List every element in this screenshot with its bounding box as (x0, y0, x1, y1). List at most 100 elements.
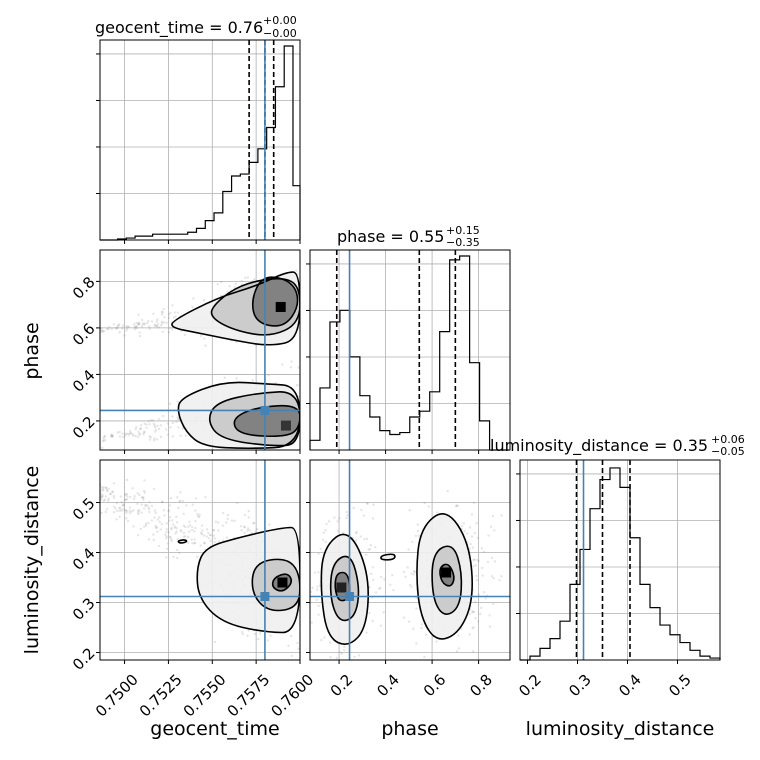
panel-distance-vs-phase-point-163 (371, 566, 374, 569)
panel-phase-vs-geocent-time-border (99, 249, 301, 451)
panel-distance-vs-phase-point-434 (484, 597, 487, 600)
panel-phase-vs-geocent-time-point-30 (169, 311, 172, 315)
panel-phase-vs-geocent-time-point-383 (166, 422, 170, 425)
panel-distance-vs-geocent-time-point-176 (121, 504, 124, 507)
panel-phase-vs-geocent-time-point-8 (191, 305, 194, 309)
panel-distance-vs-phase-point-37 (317, 571, 320, 574)
panel-distance-vs-geocent-time-point-93 (184, 535, 187, 538)
y-tick-label-luminosity-distance-2: 0.4 (69, 544, 99, 574)
panel-phase-vs-geocent-time-point-328 (117, 323, 121, 326)
panel-distance-vs-phase-point-593 (489, 525, 493, 528)
panel-distance-vs-geocent-time-point-21 (147, 507, 151, 511)
panel-distance-vs-geocent-time-point-586 (305, 543, 307, 545)
panel-distance-vs-phase-point-436 (477, 559, 480, 563)
title-geocent-time-main: geocent_time = 0.76 (95, 18, 263, 38)
panel-phase-vs-geocent-time-point-66 (135, 324, 139, 328)
panel-distance-vs-geocent-time-point-142 (157, 516, 161, 519)
panel-distance-vs-geocent-time-point-20 (181, 499, 185, 503)
panel-distance-vs-phase-point-255 (338, 651, 342, 654)
y-tick-label-luminosity-distance-3: 0.5 (69, 494, 99, 524)
x-tick-label-geocent-time-2: 0.7550 (180, 671, 230, 721)
panel-distance-vs-phase-point-549 (471, 627, 474, 630)
panel-distance-vs-geocent-time-point-65 (102, 488, 105, 491)
panel-phase-vs-geocent-time-point-197 (143, 422, 146, 425)
panel-distance-vs-geocent-time-point-243 (209, 539, 212, 542)
x-axis-label-luminosity-distance: luminosity_distance (526, 718, 715, 740)
panel-distance-vs-phase-point-463 (483, 591, 486, 594)
panel-distance-vs-geocent-time-inner (100, 460, 307, 660)
title-phase: phase = 0.55 +0.15 −0.35 (337, 224, 480, 249)
panel-distance-vs-geocent-time-contour-0 (271, 573, 293, 592)
panel-distance-vs-geocent-time-point-247 (144, 504, 147, 507)
x-tick-label-phase-2: 0.6 (420, 671, 450, 701)
panel-distance-vs-phase-point-391 (413, 570, 417, 574)
panel-phase-vs-geocent-time-point-194 (152, 422, 155, 425)
panel-phase-vs-geocent-time-truth-marker (260, 405, 270, 415)
panel-distance-vs-geocent-time-point-255 (128, 509, 132, 513)
title-luminosity-distance: luminosity_distance = 0.35 +0.06 −0.05 (490, 433, 745, 458)
panel-distance-vs-phase-point-95 (336, 529, 340, 533)
panel-distance-vs-geocent-time-point-9 (190, 525, 194, 529)
panel-distance-vs-phase-point-507 (406, 566, 409, 569)
x-tick-label-geocent-time-4: 0.7600 (267, 671, 317, 721)
panel-distance-vs-geocent-time-point-276 (159, 528, 162, 531)
panel-distance-vs-geocent-time-point-55 (125, 478, 129, 482)
panel-phase-vs-geocent-time-point-188 (174, 315, 178, 318)
panel-phase-vs-geocent-time-point-284 (110, 434, 114, 438)
panel-distance-vs-geocent-time-point-211 (178, 551, 181, 555)
panel-distance-vs-geocent-time-point-165 (104, 486, 108, 490)
panel-distance-vs-geocent-time-point-13 (170, 539, 173, 543)
panel-phase-vs-geocent-time-point-275 (114, 326, 117, 330)
panel-distance-vs-geocent-time-point-47 (190, 528, 194, 532)
panel-phase-vs-geocent-time-point-326 (234, 282, 238, 285)
panel-distance-vs-geocent-time-point-184 (142, 525, 146, 528)
panel-distance-vs-geocent-time-point-253 (176, 521, 179, 524)
panel-distance-vs-geocent-time-point-306 (170, 526, 173, 530)
panel-distance-vs-geocent-time-point-112 (160, 500, 164, 504)
panel-distance-vs-phase-point-54 (328, 641, 332, 644)
panel-distance-vs-geocent-time-point-146 (155, 526, 158, 530)
panel-distance-vs-phase-point-613 (500, 514, 503, 517)
panel-distance-vs-geocent-time-contour-2 (196, 526, 300, 634)
panel-phase-vs-geocent-time-point-36 (121, 435, 125, 439)
panel-distance-vs-geocent-time-point-39 (115, 501, 119, 505)
panel-distance-vs-geocent-time-point-596 (253, 632, 257, 636)
panel-distance-vs-phase-point-64 (374, 545, 377, 549)
panel-phase-vs-geocent-time-point-363 (148, 438, 152, 441)
panel-distance-vs-geocent-time-point-413 (100, 492, 103, 496)
panel-phase-vs-geocent-time-contour-3 (208, 391, 300, 447)
panel-distance-vs-geocent-time-point-298 (133, 494, 136, 498)
panel-phase-vs-geocent-time-point-43 (141, 322, 144, 326)
panel-phase-vs-geocent-time-point-460 (246, 276, 249, 279)
panel-distance-vs-phase-point-615 (402, 570, 406, 574)
panel-distance-vs-phase-point-617 (402, 616, 406, 619)
panel-distance-vs-geocent-time-point-333 (188, 524, 192, 527)
panel-phase-vs-geocent-time-point-366 (297, 366, 300, 369)
panel-distance-vs-phase-point-457 (389, 583, 392, 587)
panel-distance-vs-phase-point-407 (468, 633, 471, 636)
panel-distance-vs-geocent-time-point-167 (247, 516, 250, 519)
panel-distance-vs-geocent-time-point-79 (167, 509, 170, 512)
panel-distance-vs-geocent-time-point-416 (150, 504, 154, 508)
panel-distance-vs-phase-point-510 (477, 620, 480, 623)
panel-distance-vs-geocent-time-point-392 (100, 486, 104, 489)
panel-distance-vs-geocent-time-point-310 (268, 523, 271, 526)
panel-distance-vs-geocent-time-point-183 (191, 542, 194, 545)
panel-distance-vs-geocent-time-point-408 (166, 547, 169, 551)
panel-distance-vs-geocent-time-point-154 (118, 515, 121, 519)
panel-distance-vs-phase-point-623 (491, 514, 495, 518)
panel-distance-vs-geocent-time-point-324 (144, 503, 147, 507)
panel-distance-vs-phase-point-371 (410, 572, 413, 575)
panel-phase-vs-geocent-time-point-48 (162, 321, 166, 324)
panel-phase-vs-geocent-time-point-279 (115, 327, 119, 330)
panel-phase-vs-geocent-time-point-401 (176, 415, 180, 419)
panel-distance-vs-phase-point-17 (370, 572, 373, 576)
panel-distance-vs-phase-point-125 (306, 568, 308, 570)
title-luminosity-distance-main: luminosity_distance = 0.35 (490, 436, 708, 456)
panel-phase-vs-geocent-time-point-202 (153, 425, 157, 429)
panel-phase-vs-geocent-time-point-55 (157, 326, 161, 329)
panel-distance-vs-phase-point-257 (368, 611, 371, 615)
panel-phase-vs-geocent-time-point-157 (125, 327, 129, 331)
panel-distance-vs-geocent-time-point-242 (137, 509, 140, 512)
panel-distance-vs-phase-point-515 (471, 546, 475, 549)
